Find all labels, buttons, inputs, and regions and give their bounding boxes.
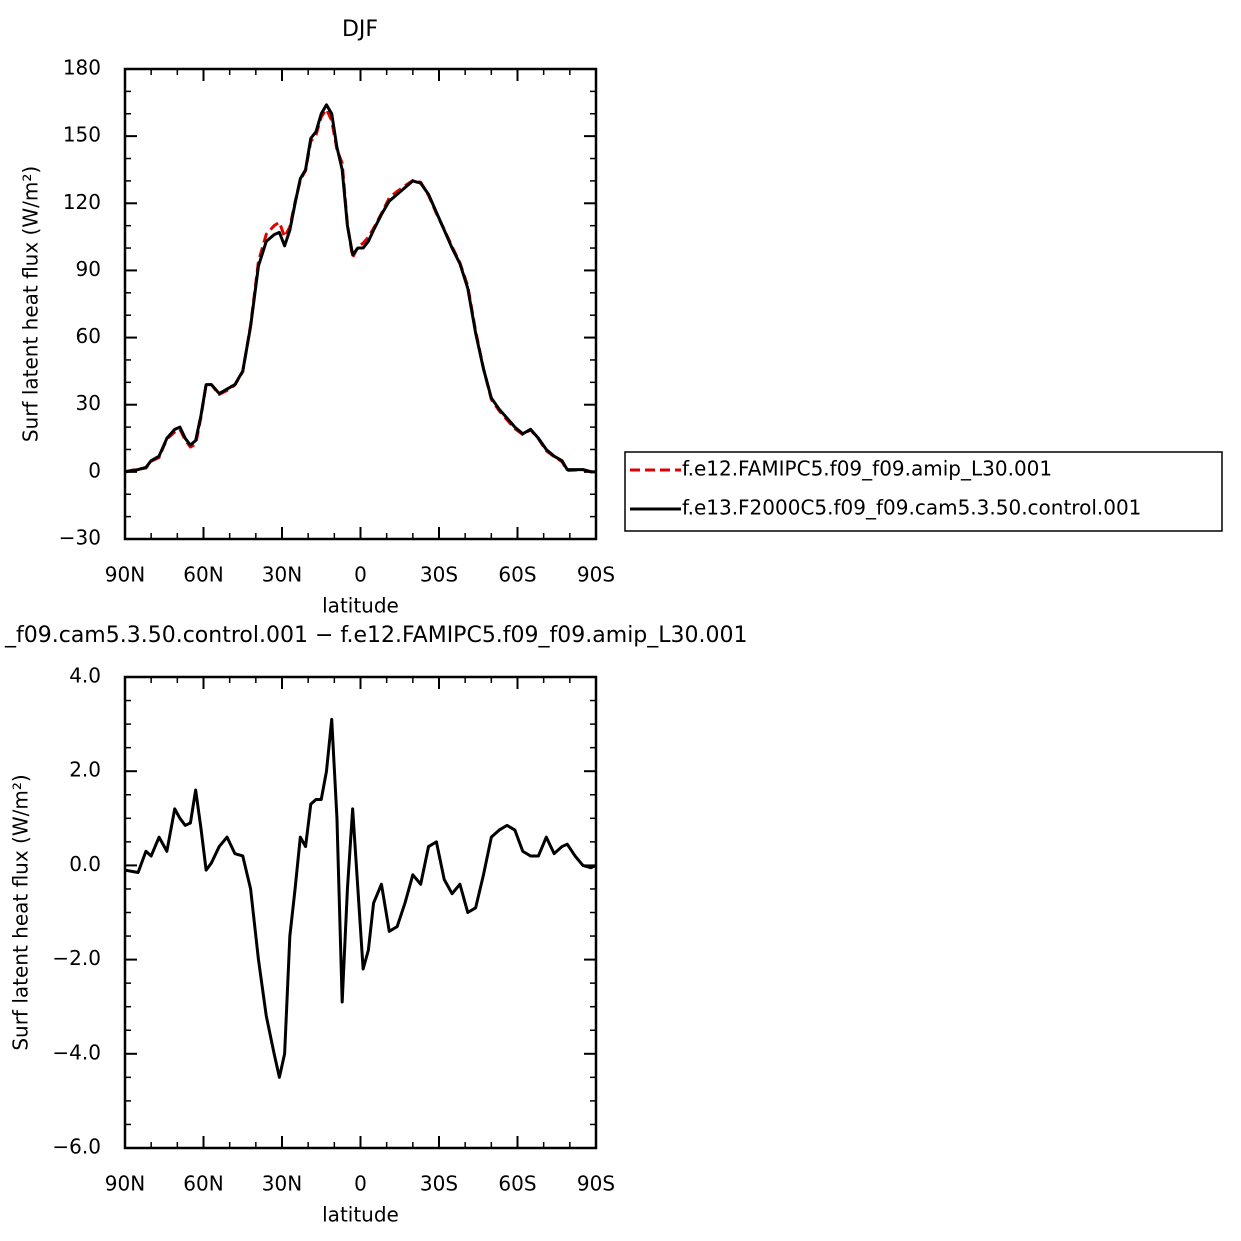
- x-tick-label: 30N: [262, 563, 302, 587]
- y-tick-label: 4.0: [69, 664, 101, 688]
- y-tick-label: −2.0: [52, 946, 101, 970]
- y-tick-label: 90: [76, 257, 101, 281]
- y-tick-label: −4.0: [52, 1040, 101, 1064]
- series-line: [124, 717, 597, 1079]
- y-tick-label: −30: [59, 526, 101, 550]
- y-tick-label: −6.0: [52, 1135, 101, 1159]
- y-tick-label: 120: [63, 190, 101, 214]
- x-tick-label: 60S: [498, 1172, 536, 1196]
- legend-label: f.e13.F2000C5.f09_f09.cam5.3.50.control.…: [682, 496, 1141, 520]
- chart-title: DJF: [342, 17, 378, 42]
- y-axis-label: Surf latent heat flux (W/m²): [19, 166, 43, 442]
- x-tick-label: 30S: [420, 563, 458, 587]
- y-tick-label: 150: [63, 123, 101, 147]
- x-tick-label: 30S: [420, 1172, 458, 1196]
- y-tick-label: 2.0: [69, 758, 101, 782]
- plot-frame: [123, 67, 598, 541]
- x-tick-label: 0: [354, 1172, 367, 1196]
- x-tick-label: 90N: [105, 1172, 145, 1196]
- y-tick-label: 0: [88, 458, 101, 482]
- x-tick-label: 60N: [183, 1172, 223, 1196]
- x-tick-label: 30N: [262, 1172, 302, 1196]
- y-tick-label: 0.0: [69, 852, 101, 876]
- y-tick-label: 60: [76, 324, 101, 348]
- series-line: [124, 103, 596, 474]
- x-axis-label: latitude: [322, 594, 399, 618]
- x-tick-label: 60S: [498, 563, 536, 587]
- x-axis-label: latitude: [322, 1203, 399, 1227]
- x-tick-label: 90S: [577, 563, 615, 587]
- legend-box: [624, 451, 1223, 532]
- y-tick-label: 30: [76, 391, 101, 415]
- legend-label: f.e12.FAMIPC5.f09_f09.amip_L30.001: [682, 457, 1052, 481]
- y-tick-label: 180: [63, 56, 101, 80]
- series-line: [124, 107, 597, 474]
- chart-title: _f09.cam5.3.50.control.001 − f.e12.FAMIP…: [4, 623, 748, 648]
- y-axis-label: Surf latent heat flux (W/m²): [9, 774, 33, 1050]
- x-tick-label: 90S: [577, 1172, 615, 1196]
- x-tick-label: 90N: [105, 563, 145, 587]
- x-tick-label: 60N: [183, 563, 223, 587]
- x-tick-label: 0: [354, 563, 367, 587]
